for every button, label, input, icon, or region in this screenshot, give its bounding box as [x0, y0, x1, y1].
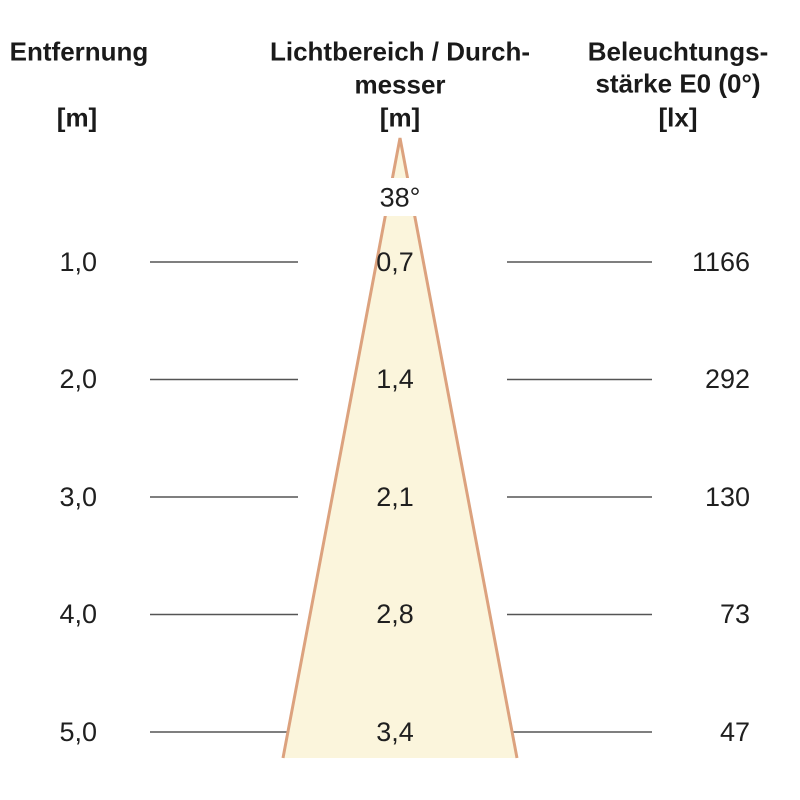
- diameter-value-row1: 0,7: [376, 247, 414, 277]
- diameter-value-row3: 2,1: [376, 482, 414, 512]
- beam-angle-label-background: [352, 178, 448, 216]
- illuminance-value-row4: 73: [719, 599, 750, 629]
- distance-value-row3: 3,0: [59, 482, 97, 512]
- illuminance-value-row5: 47: [719, 717, 750, 747]
- header-distance-title: Entfernung: [9, 36, 149, 67]
- header-distance-unit: [m]: [56, 102, 98, 133]
- illuminance-value-row2: 292: [704, 364, 750, 394]
- diameter-value-row2: 1,4: [376, 364, 414, 394]
- distance-value-row2: 2,0: [59, 364, 97, 394]
- header-diameter-title-2: messer: [354, 69, 446, 100]
- header-illuminance-unit: [lx]: [658, 102, 698, 133]
- header-illuminance-title-2: stärke E0 (0°): [595, 68, 761, 99]
- header-diameter-unit: [m]: [379, 102, 421, 133]
- diameter-value-row4: 2,8: [376, 599, 414, 629]
- illuminance-value-row3: 130: [704, 482, 750, 512]
- beam-angle-label: 38°: [379, 182, 421, 213]
- header-diameter-title-1: Lichtbereich / Durch-: [269, 36, 531, 67]
- distance-value-row4: 4,0: [59, 599, 97, 629]
- diameter-value-row5: 3,4: [376, 717, 414, 747]
- row-reference-lines: [150, 261, 652, 733]
- light-cone-shape: [281, 137, 519, 759]
- distance-value-row1: 1,0: [59, 247, 97, 277]
- illuminance-value-row1: 1166: [691, 247, 750, 277]
- distance-value-row5: 5,0: [59, 717, 97, 747]
- header-illuminance-title-1: Beleuchtungs-: [587, 36, 769, 67]
